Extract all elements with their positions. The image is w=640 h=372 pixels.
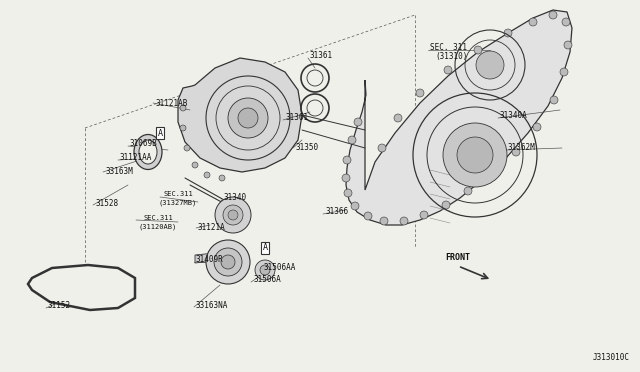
Text: 31506A: 31506A [253,276,281,285]
Circle shape [223,205,243,225]
Circle shape [354,118,362,126]
Circle shape [476,51,504,79]
Circle shape [394,114,402,122]
Circle shape [221,255,235,269]
Circle shape [219,175,225,181]
Circle shape [400,217,408,225]
Circle shape [228,210,238,220]
Text: 31340A: 31340A [500,112,528,121]
Circle shape [443,123,507,187]
Circle shape [464,187,472,195]
Text: A: A [262,244,268,253]
Text: SEC.311: SEC.311 [163,191,193,197]
Circle shape [238,108,258,128]
Circle shape [444,66,452,74]
Circle shape [180,125,186,131]
Text: 31121AA: 31121AA [120,154,152,163]
Polygon shape [195,252,225,263]
Text: 31361: 31361 [285,113,308,122]
Circle shape [364,212,372,220]
Polygon shape [346,10,572,225]
Text: 31409R: 31409R [196,256,224,264]
Text: 31362M: 31362M [508,144,536,153]
Circle shape [184,145,190,151]
Circle shape [348,136,356,144]
Circle shape [228,98,268,138]
Ellipse shape [134,135,162,170]
Polygon shape [28,265,135,310]
Circle shape [474,46,482,54]
Text: A: A [157,128,163,138]
Ellipse shape [139,140,157,164]
Circle shape [192,162,198,168]
Circle shape [255,260,275,280]
Circle shape [560,68,568,76]
Circle shape [504,29,512,37]
Circle shape [378,144,386,152]
Circle shape [380,217,388,225]
Text: 31528: 31528 [95,199,118,208]
Circle shape [550,96,558,104]
Text: 31506AA: 31506AA [263,263,296,273]
Text: 31350: 31350 [295,144,318,153]
Circle shape [420,211,428,219]
Circle shape [180,105,186,111]
Circle shape [204,172,210,178]
Text: SEC.311: SEC.311 [143,215,173,221]
Text: (31310): (31310) [435,52,467,61]
Circle shape [442,201,450,209]
Text: 31152: 31152 [48,301,71,311]
Circle shape [488,169,496,177]
Text: FRONT: FRONT [445,253,470,263]
Circle shape [351,202,359,210]
Circle shape [564,41,572,49]
Circle shape [214,248,242,276]
Circle shape [342,174,350,182]
Circle shape [512,148,520,156]
Text: 31361: 31361 [310,51,333,60]
Text: SEC. 311: SEC. 311 [430,44,467,52]
Circle shape [562,18,570,26]
Text: 31340: 31340 [223,193,246,202]
Text: 31366: 31366 [325,208,348,217]
Circle shape [206,240,250,284]
Circle shape [529,18,537,26]
Circle shape [416,89,424,97]
Polygon shape [178,58,302,172]
Text: 33163NA: 33163NA [196,301,228,310]
Circle shape [457,137,493,173]
Text: (31120AB): (31120AB) [138,224,176,230]
Text: (31327MB): (31327MB) [158,200,196,206]
Text: J313010C: J313010C [593,353,630,362]
Circle shape [215,197,251,233]
Text: 33163M: 33163M [105,167,132,176]
Text: 31121A: 31121A [198,224,226,232]
Circle shape [549,11,557,19]
Text: 31069B: 31069B [130,140,157,148]
Circle shape [344,189,352,197]
Circle shape [260,265,270,275]
Text: 31121AB: 31121AB [155,99,188,108]
Circle shape [533,123,541,131]
Circle shape [343,156,351,164]
